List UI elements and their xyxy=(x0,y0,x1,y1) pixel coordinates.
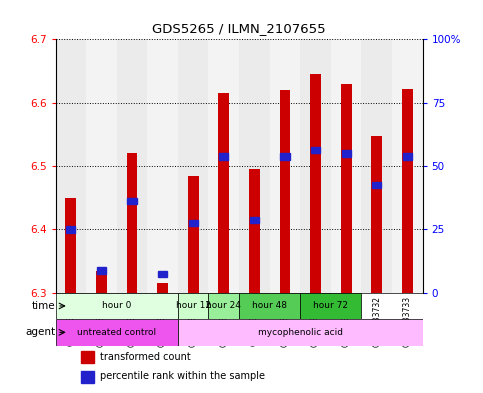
Bar xyxy=(97,267,106,274)
Bar xyxy=(128,198,137,204)
Bar xyxy=(280,90,290,293)
Bar xyxy=(310,74,321,293)
Bar xyxy=(249,169,260,293)
Bar xyxy=(127,153,137,293)
Text: hour 12: hour 12 xyxy=(176,301,211,310)
Bar xyxy=(178,319,423,345)
Text: agent: agent xyxy=(26,327,56,337)
Bar xyxy=(300,39,331,293)
Bar xyxy=(371,136,382,293)
Bar xyxy=(158,270,167,277)
Bar xyxy=(402,89,412,293)
Bar xyxy=(392,39,423,293)
Bar xyxy=(372,182,382,188)
Bar xyxy=(86,39,117,293)
Text: transformed count: transformed count xyxy=(99,352,190,362)
Bar xyxy=(311,147,320,153)
Bar xyxy=(56,293,178,319)
Bar xyxy=(178,39,209,293)
Text: untreated control: untreated control xyxy=(77,328,156,337)
Bar xyxy=(250,217,259,223)
Bar xyxy=(219,153,228,160)
Bar xyxy=(280,153,290,160)
Bar xyxy=(188,176,199,293)
Bar xyxy=(81,351,94,364)
Bar xyxy=(66,226,75,233)
Bar xyxy=(96,270,107,293)
Bar xyxy=(188,220,198,226)
Bar xyxy=(117,39,147,293)
Bar xyxy=(361,39,392,293)
Bar xyxy=(341,150,351,156)
Text: hour 24: hour 24 xyxy=(206,301,241,310)
Text: mycophenolic acid: mycophenolic acid xyxy=(258,328,343,337)
Bar xyxy=(270,39,300,293)
Bar xyxy=(209,293,239,319)
Bar xyxy=(300,293,361,319)
Bar xyxy=(56,39,86,293)
Bar xyxy=(209,39,239,293)
Bar xyxy=(178,293,209,319)
Bar xyxy=(218,93,229,293)
Bar xyxy=(81,371,94,383)
Text: percentile rank within the sample: percentile rank within the sample xyxy=(99,371,265,382)
Bar xyxy=(239,39,270,293)
Bar xyxy=(56,319,178,345)
Text: hour 72: hour 72 xyxy=(313,301,348,310)
Bar xyxy=(403,153,412,160)
Bar xyxy=(239,293,300,319)
Bar xyxy=(331,39,361,293)
Bar xyxy=(341,84,352,293)
Bar xyxy=(66,198,76,293)
Text: hour 0: hour 0 xyxy=(102,301,131,310)
Text: GDS5265 / ILMN_2107655: GDS5265 / ILMN_2107655 xyxy=(152,22,326,35)
Text: hour 48: hour 48 xyxy=(252,301,287,310)
Bar xyxy=(147,39,178,293)
Text: time: time xyxy=(32,301,56,311)
Bar xyxy=(157,283,168,293)
